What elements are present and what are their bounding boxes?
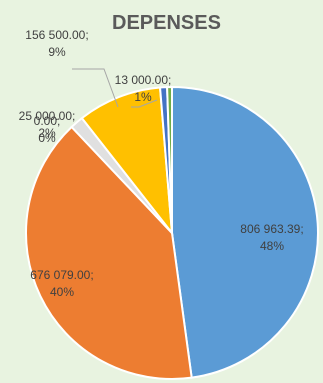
chart-title: DEPENSES [112, 12, 221, 34]
pie-slice-1 [25, 125, 193, 380]
leader-line-4 [72, 68, 119, 108]
data-label-3: 25 000.00; 2% [19, 109, 76, 140]
pie-slice-4 [80, 86, 174, 237]
pie-slice-6 [166, 85, 173, 234]
data-label-2: 0.00; 0% [34, 114, 61, 145]
pie-slice-0 [171, 85, 319, 379]
data-label-1: 676 079.00; 40% [30, 268, 93, 299]
data-label-4: 156 500.00; 9% [25, 28, 88, 59]
data-label-0: 806 963.39; 48% [240, 222, 303, 253]
leader-line-5 [131, 99, 158, 108]
data-label-5: 13 000.00; 1% [115, 73, 172, 104]
